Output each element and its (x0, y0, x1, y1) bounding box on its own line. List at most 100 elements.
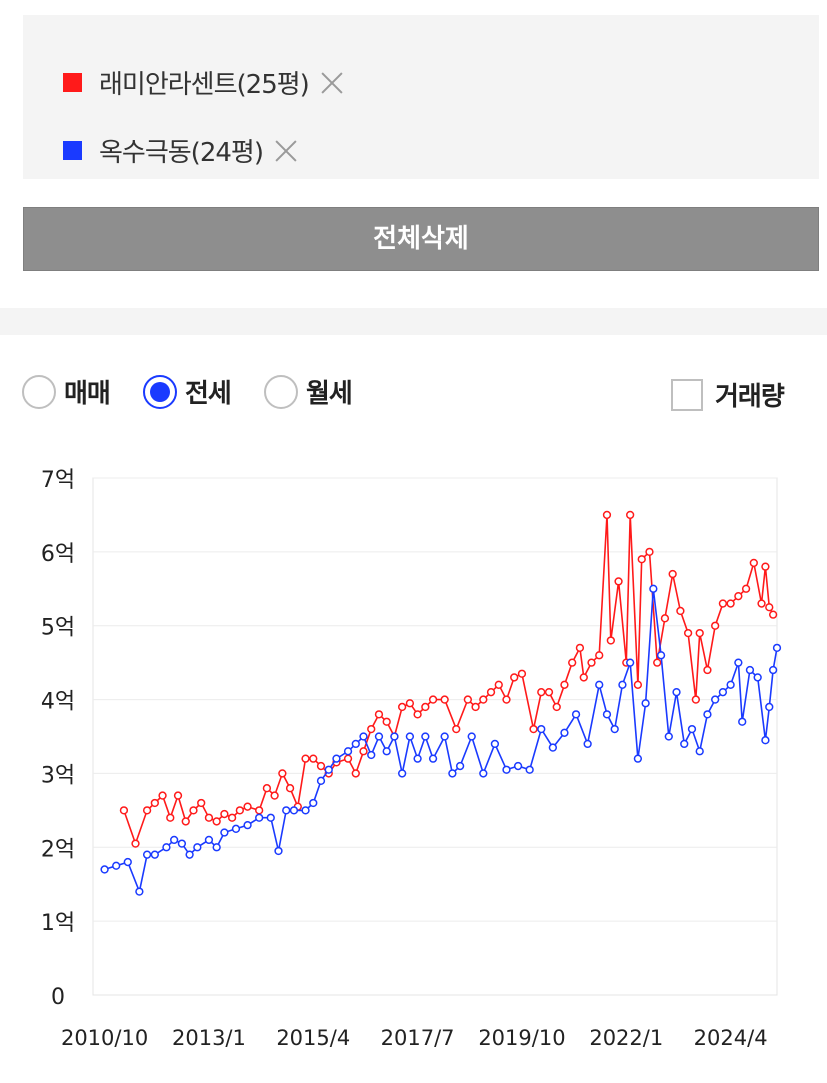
data-point[interactable] (711, 695, 720, 704)
data-point[interactable] (119, 806, 129, 815)
data-point[interactable] (525, 765, 534, 774)
data-point[interactable] (316, 776, 326, 785)
data-point[interactable] (398, 769, 407, 778)
data-point[interactable] (374, 710, 384, 719)
data-point[interactable] (189, 806, 198, 815)
data-point[interactable] (150, 798, 159, 808)
data-point[interactable] (166, 813, 175, 822)
data-point[interactable] (227, 813, 237, 822)
data-point[interactable] (405, 699, 415, 708)
data-point[interactable] (382, 747, 391, 756)
data-point[interactable] (668, 569, 677, 579)
data-point[interactable] (278, 769, 287, 778)
data-point[interactable] (413, 710, 422, 719)
data-point[interactable] (142, 806, 152, 815)
data-point[interactable] (440, 695, 449, 704)
radio-monthly[interactable]: 월세 (264, 373, 353, 410)
data-point[interactable] (255, 806, 264, 815)
data-point[interactable] (421, 702, 430, 712)
data-point[interactable] (703, 710, 712, 719)
data-point[interactable] (711, 621, 720, 630)
data-point[interactable] (544, 688, 554, 697)
data-point[interactable] (274, 846, 283, 856)
close-icon[interactable] (319, 69, 345, 95)
data-point[interactable] (398, 702, 407, 712)
data-point[interactable] (502, 765, 511, 774)
radio-sale[interactable]: 매매 (22, 373, 111, 410)
data-point[interactable] (749, 558, 758, 568)
data-point[interactable] (753, 673, 762, 682)
data-point[interactable] (757, 599, 766, 608)
data-point[interactable] (726, 680, 735, 689)
data-point[interactable] (537, 724, 546, 734)
data-point[interactable] (738, 717, 747, 726)
data-point[interactable] (494, 680, 503, 689)
data-point[interactable] (467, 732, 476, 741)
data-point[interactable] (691, 695, 700, 704)
data-point[interactable] (204, 835, 214, 845)
data-point[interactable] (309, 754, 318, 763)
data-point[interactable] (142, 850, 152, 859)
data-point[interactable] (626, 510, 635, 520)
data-point[interactable] (448, 769, 457, 778)
data-point[interactable] (367, 750, 376, 760)
data-point[interactable] (645, 547, 654, 557)
data-point[interactable] (452, 724, 461, 734)
data-point[interactable] (560, 680, 569, 689)
data-point[interactable] (185, 850, 194, 859)
data-point[interactable] (703, 665, 712, 675)
data-point[interactable] (614, 577, 623, 586)
data-point[interactable] (583, 739, 592, 749)
data-point[interactable] (367, 724, 376, 734)
data-point[interactable] (761, 562, 770, 571)
data-point[interactable] (687, 724, 697, 734)
data-point[interactable] (560, 728, 569, 737)
radio-selected-icon[interactable] (143, 374, 177, 409)
data-point[interactable] (243, 820, 252, 830)
data-point[interactable] (285, 784, 295, 793)
data-point[interactable] (517, 669, 527, 678)
data-point[interactable] (768, 665, 778, 675)
data-point[interactable] (664, 732, 673, 741)
data-point[interactable] (606, 636, 615, 645)
data-point[interactable] (343, 747, 353, 756)
data-point[interactable] (571, 710, 581, 719)
data-point[interactable] (595, 680, 604, 689)
data-point[interactable] (351, 739, 360, 749)
radio-circle-icon[interactable] (264, 374, 298, 409)
data-point[interactable] (421, 732, 430, 741)
data-point[interactable] (653, 658, 662, 667)
data-point[interactable] (235, 806, 244, 815)
data-point[interactable] (529, 724, 538, 734)
data-point[interactable] (718, 688, 728, 697)
data-point[interactable] (158, 791, 167, 800)
data-point[interactable] (359, 732, 368, 741)
data-point[interactable] (374, 732, 384, 741)
data-point[interactable] (220, 828, 229, 837)
data-point[interactable] (734, 658, 743, 667)
data-point[interactable] (610, 724, 619, 734)
data-point[interactable] (602, 710, 612, 719)
data-point[interactable] (741, 584, 751, 593)
data-point[interactable] (734, 592, 743, 601)
data-point[interactable] (683, 628, 693, 638)
data-point[interactable] (463, 695, 472, 704)
data-point[interactable] (382, 717, 391, 726)
data-point[interactable] (309, 798, 318, 808)
data-point[interactable] (471, 702, 480, 712)
data-point[interactable] (490, 739, 500, 749)
data-point[interactable] (324, 765, 333, 774)
data-point[interactable] (170, 835, 179, 845)
close-icon[interactable] (273, 137, 299, 163)
data-point[interactable] (745, 665, 755, 675)
data-point[interactable] (579, 673, 588, 682)
data-point[interactable] (343, 754, 353, 763)
data-point[interactable] (537, 688, 546, 697)
data-point[interactable] (181, 817, 190, 826)
data-point[interactable] (479, 695, 488, 704)
data-point[interactable] (626, 658, 635, 667)
data-point[interactable] (359, 747, 368, 756)
data-point[interactable] (765, 603, 774, 612)
data-point[interactable] (676, 606, 685, 616)
data-point[interactable] (289, 806, 299, 815)
